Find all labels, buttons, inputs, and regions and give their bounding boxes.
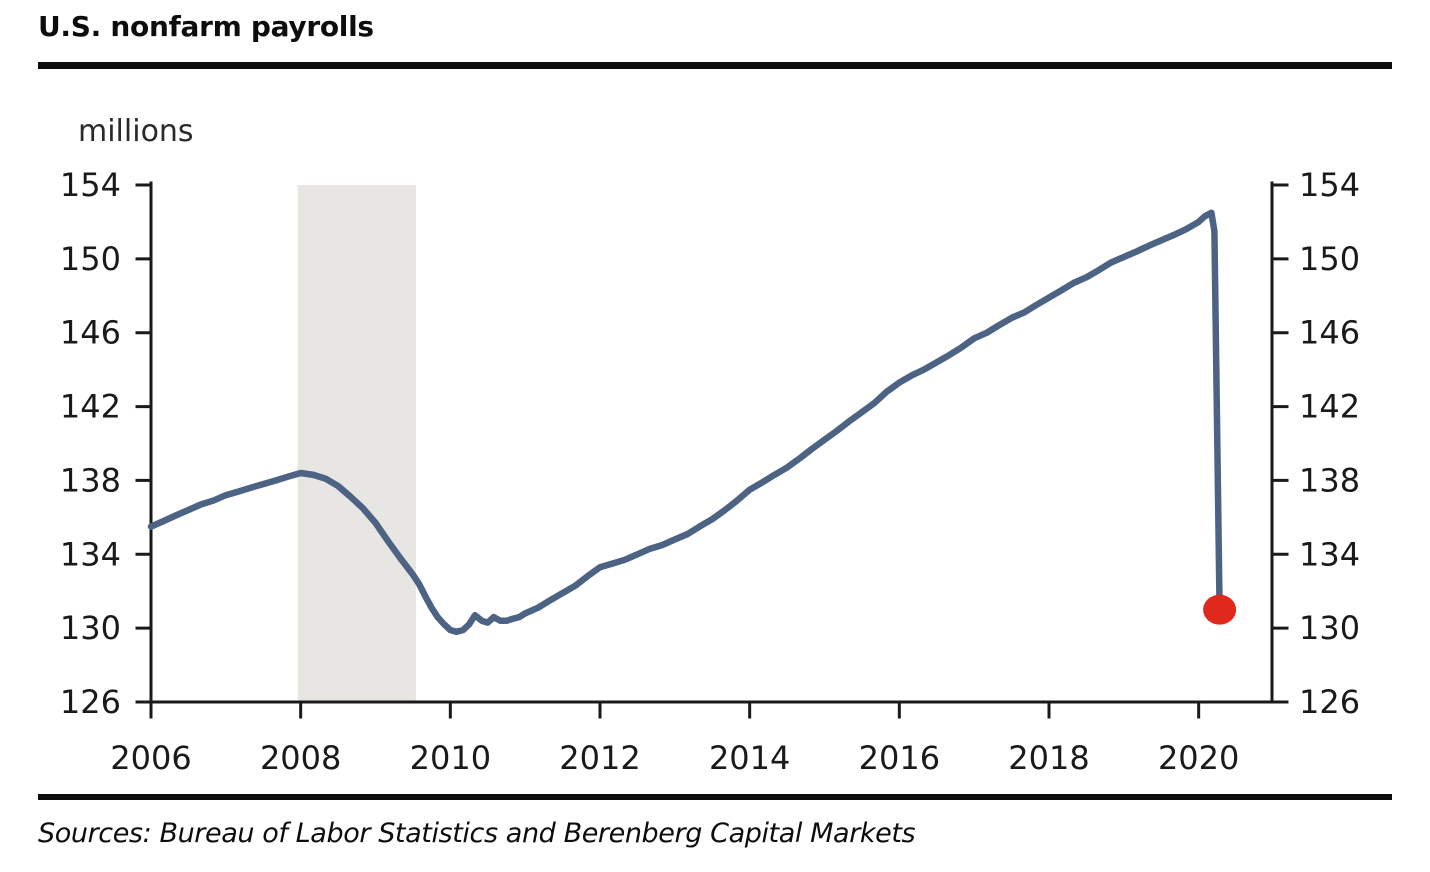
payrolls-line <box>147 209 1223 636</box>
x-tick-label: 2014 <box>709 739 790 777</box>
recession-band <box>297 185 416 702</box>
chart-title: U.S. nonfarm payrolls <box>38 10 374 43</box>
y-tick-label-right: 130 <box>1299 609 1360 647</box>
y-tick-label-right: 142 <box>1299 388 1360 426</box>
y-tick-label-right: 154 <box>1299 166 1360 204</box>
series-layer <box>147 209 1223 636</box>
x-tick-label: 2018 <box>1008 739 1089 777</box>
y-tick-label-right: 134 <box>1299 535 1360 573</box>
y-tick-label-left: 142 <box>60 388 121 426</box>
x-tick-label: 2016 <box>859 739 940 777</box>
x-tick-label: 2012 <box>559 739 640 777</box>
y-tick-label-left: 126 <box>60 683 121 721</box>
x-tick-label: 2006 <box>110 739 191 777</box>
y-tick-label-left: 154 <box>60 166 121 204</box>
x-tick-label: 2008 <box>260 739 341 777</box>
y-tick-label-left: 138 <box>60 461 121 499</box>
y-tick-label-right: 150 <box>1299 240 1360 278</box>
footer-divider-rule <box>38 794 1392 800</box>
sources-note: Sources: Bureau of Labor Statistics and … <box>38 818 916 849</box>
endpoint-marker-layer <box>1203 594 1237 625</box>
ticks-layer <box>135 183 1289 719</box>
y-tick-label-right: 146 <box>1299 314 1360 352</box>
y-tick-label-right: 126 <box>1299 683 1360 721</box>
x-tick-label: 2010 <box>410 739 491 777</box>
x-tick-label: 2020 <box>1158 739 1239 777</box>
y-axis-unit-label: millions <box>78 114 194 149</box>
y-tick-label-left: 134 <box>60 535 121 573</box>
title-divider-rule <box>38 62 1392 69</box>
endpoint-marker-dot <box>1203 594 1237 625</box>
recession-band-layer <box>297 185 416 702</box>
y-tick-label-left: 150 <box>60 240 121 278</box>
tick-labels-layer: 126 126 130 130 134 134 138 138 142 142 146 146 150 1… <box>60 166 1360 777</box>
y-tick-label-right: 138 <box>1299 461 1360 499</box>
y-tick-label-left: 146 <box>60 314 121 352</box>
y-tick-label-left: 130 <box>60 609 121 647</box>
